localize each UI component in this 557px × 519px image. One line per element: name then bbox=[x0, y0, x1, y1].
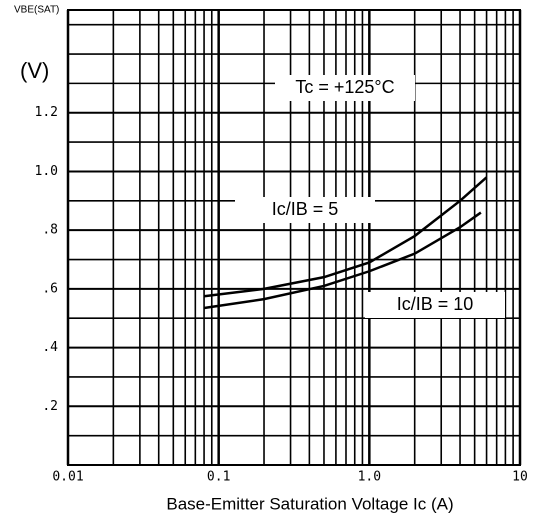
x-tick-label: 10 bbox=[512, 470, 528, 485]
y-tick-label: .2 bbox=[42, 399, 58, 414]
y-tick-label: .6 bbox=[42, 281, 58, 296]
annotation-bg bbox=[275, 75, 415, 101]
y-tick-label: .8 bbox=[42, 223, 58, 238]
y-axis-unit: (V) bbox=[20, 58, 49, 83]
x-tick-label: 0.01 bbox=[52, 470, 83, 485]
annotation-bg bbox=[365, 292, 505, 318]
annotation-bg bbox=[235, 197, 375, 223]
annotation: Ic/IB = 5 bbox=[272, 199, 339, 219]
y-tick-label: 1.2 bbox=[35, 105, 58, 120]
y-axis-label: VBE(SAT) bbox=[14, 5, 59, 16]
x-tick-label: 0.1 bbox=[207, 470, 230, 485]
series-line bbox=[203, 176, 488, 298]
annotation: Ic/IB = 10 bbox=[397, 294, 474, 314]
series-line bbox=[203, 211, 482, 310]
y-tick-label: 1.0 bbox=[35, 164, 58, 179]
x-tick-label: 1.0 bbox=[358, 470, 381, 485]
y-tick-label: .4 bbox=[42, 340, 58, 355]
annotation: Tc = +125°C bbox=[295, 77, 394, 97]
x-axis-label: Base-Emitter Saturation Voltage Ic (A) bbox=[166, 494, 453, 513]
